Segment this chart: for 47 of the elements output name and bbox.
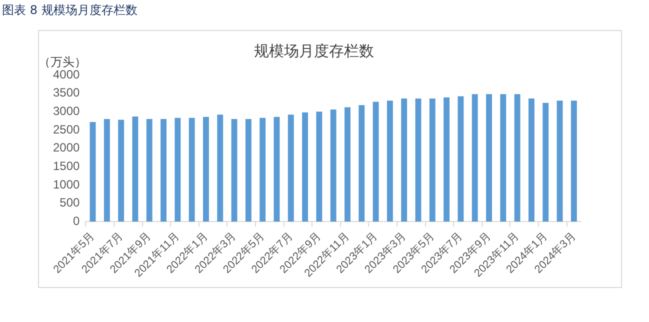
bar [217,114,224,222]
bar [174,118,181,222]
y-tick-label: 3500 [52,86,80,100]
y-tick-label: 4000 [52,67,80,82]
bar [472,94,478,222]
bar [542,102,549,222]
bar [288,114,294,222]
bar [500,94,506,222]
y-tick-label: 1000 [52,177,80,192]
bar [386,100,393,222]
y-tick-label: 500 [60,196,80,210]
bar [344,107,350,222]
bar [401,98,408,222]
bar [90,122,96,222]
bar [316,112,322,222]
chart-title: 规模场月度存栏数 [254,42,374,60]
y-tick-label: 3000 [52,104,80,118]
y-tick-label: 1500 [52,159,80,174]
bar [570,100,577,222]
bar [415,98,422,222]
bar [556,100,563,222]
bar [118,120,124,222]
bar [188,118,195,222]
text: 图表 8 规模场月度存栏数 [2,2,138,19]
bar [429,98,436,222]
y-axis-title: （万头） [38,55,86,70]
bar [245,119,252,222]
y-tick-label: 0 [73,214,80,228]
bar [372,102,379,222]
bar [274,116,280,222]
bar [358,105,365,222]
bar [160,119,166,222]
bar [444,97,450,222]
bar [330,109,336,222]
bar [260,118,266,222]
y-tick-label: 2000 [52,140,80,155]
bar [231,119,238,222]
y-tick-label: 2500 [52,122,80,136]
bar [132,116,138,222]
bar [486,94,492,222]
bar [528,98,534,222]
bar [458,96,464,222]
bar [104,119,110,222]
bar [203,116,209,222]
bar [146,119,152,222]
bar [302,112,308,222]
bar [514,94,520,222]
